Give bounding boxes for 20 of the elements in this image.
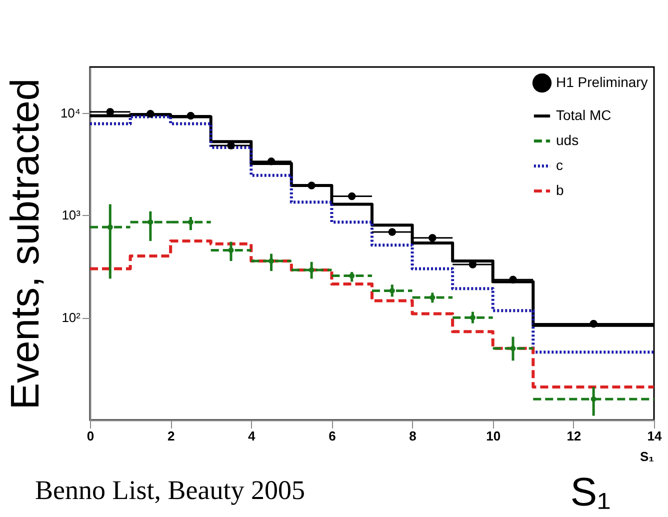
- x-tick-label: 8: [409, 428, 416, 444]
- y-axis-title: Events, subtracted: [3, 78, 48, 410]
- x-tick-label: 2: [167, 428, 175, 444]
- legend-label: b: [556, 182, 564, 198]
- legend-label: uds: [556, 132, 579, 148]
- y-tick-label: 10³: [62, 208, 82, 223]
- x-tick-label: 12: [566, 428, 582, 444]
- x-tick-label: 6: [328, 428, 336, 444]
- legend-label: Total MC: [556, 107, 612, 123]
- y-tick-label: 10⁴: [60, 105, 80, 120]
- x-tick-label: 0: [86, 428, 94, 444]
- legend-label: c: [556, 157, 563, 173]
- y-tick-label: 10²: [62, 310, 82, 326]
- text: S₁: [640, 449, 654, 464]
- x-tick-label: 4: [248, 428, 256, 444]
- x-tick-label: 10: [486, 428, 501, 444]
- text: Benno List, Beauty 2005: [35, 475, 305, 505]
- x-axis-title: S₁: [570, 470, 611, 514]
- legend-label: H1 Preliminary: [556, 74, 648, 90]
- x-tick-label: 14: [647, 428, 662, 444]
